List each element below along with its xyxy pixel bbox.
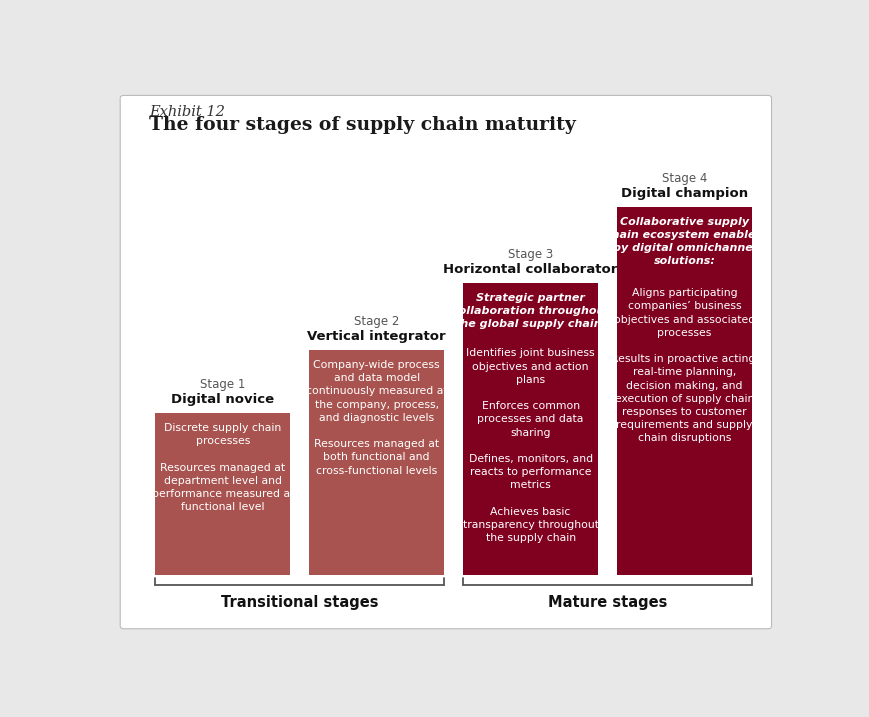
Text: Vertical integrator: Vertical integrator	[307, 330, 446, 343]
Text: Stage 3: Stage 3	[507, 248, 553, 261]
Text: Identifies joint business
objectives and action
plans

Enforces common
processes: Identifies joint business objectives and…	[462, 348, 598, 543]
Bar	[616, 207, 752, 574]
Text: Digital novice: Digital novice	[171, 393, 274, 406]
FancyBboxPatch shape	[120, 95, 771, 629]
Text: Stage 1: Stage 1	[200, 378, 245, 391]
Text: Company-wide process
and data model
continuously measured at
the company, proces: Company-wide process and data model cont…	[306, 360, 447, 475]
Text: Horizontal collaborator: Horizontal collaborator	[443, 263, 617, 276]
Bar	[155, 413, 290, 574]
Text: Collaborative supply
chain ecosystem enabled
by digital omnichannel
solutions:: Collaborative supply chain ecosystem ena…	[605, 217, 763, 266]
Text: Stage 2: Stage 2	[354, 315, 399, 328]
Bar	[462, 283, 598, 574]
Text: Transitional stages: Transitional stages	[221, 594, 378, 609]
Text: Aligns participating
companies’ business
objectives and associated
processes

Re: Aligns participating companies’ business…	[610, 288, 758, 443]
Text: Exhibit 12: Exhibit 12	[149, 105, 225, 119]
Text: Strategic partner
collaboration throughout
the global supply chain:: Strategic partner collaboration througho…	[451, 293, 609, 328]
Bar	[308, 350, 444, 574]
Text: Digital champion: Digital champion	[620, 187, 747, 200]
Text: Discrete supply chain
processes

Resources managed at
department level and
perfo: Discrete supply chain processes Resource…	[151, 423, 294, 512]
Text: Mature stages: Mature stages	[547, 594, 667, 609]
Text: Stage 4: Stage 4	[661, 172, 706, 186]
Text: The four stages of supply chain maturity: The four stages of supply chain maturity	[149, 116, 575, 134]
